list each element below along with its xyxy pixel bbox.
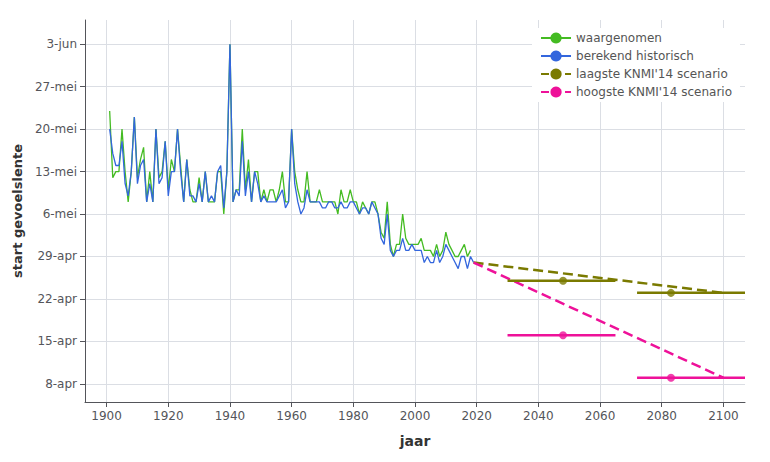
svg-text:1960: 1960	[276, 409, 307, 423]
svg-text:waargenomen: waargenomen	[576, 31, 662, 45]
svg-text:20-mei: 20-mei	[35, 122, 77, 136]
svg-text:8-apr: 8-apr	[45, 377, 77, 391]
svg-text:2100: 2100	[708, 409, 739, 423]
svg-text:1940: 1940	[215, 409, 246, 423]
svg-text:3-jun: 3-jun	[46, 37, 77, 51]
svg-text:2000: 2000	[400, 409, 431, 423]
svg-text:jaar: jaar	[399, 433, 431, 449]
svg-text:hoogste KNMI'14 scenario: hoogste KNMI'14 scenario	[576, 85, 732, 99]
svg-text:15-apr: 15-apr	[37, 334, 77, 348]
svg-text:2060: 2060	[585, 409, 616, 423]
svg-text:6-mei: 6-mei	[43, 207, 77, 221]
svg-text:2040: 2040	[523, 409, 554, 423]
svg-text:27-mei: 27-mei	[35, 80, 77, 94]
svg-text:start gevoelslente: start gevoelslente	[10, 144, 25, 278]
svg-text:berekend historisch: berekend historisch	[576, 49, 694, 63]
svg-text:1980: 1980	[338, 409, 369, 423]
svg-text:2080: 2080	[646, 409, 677, 423]
svg-text:22-apr: 22-apr	[37, 292, 77, 306]
svg-text:laagste KNMI'14 scenario: laagste KNMI'14 scenario	[576, 67, 728, 81]
svg-text:1900: 1900	[91, 409, 122, 423]
svg-text:2020: 2020	[461, 409, 492, 423]
svg-text:13-mei: 13-mei	[35, 165, 77, 179]
svg-text:29-apr: 29-apr	[37, 249, 77, 263]
svg-text:1920: 1920	[153, 409, 184, 423]
